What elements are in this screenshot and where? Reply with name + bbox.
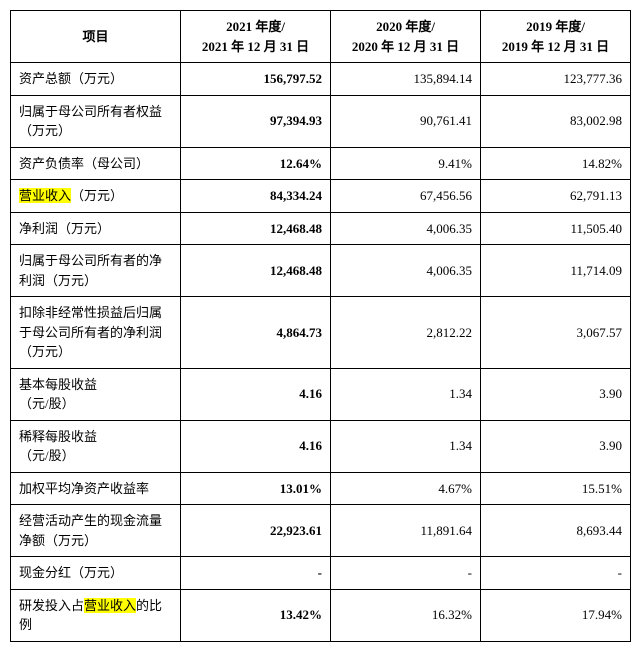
table-row: 净利润（万元） 12,468.484,006.3511,505.40	[11, 212, 631, 245]
row-label-pre: 经营活动产生的现金流量净额（万元）	[19, 513, 162, 548]
row-label-highlight: 营业收入	[19, 188, 71, 203]
cell-2020: 4,006.35	[331, 245, 481, 297]
cell-2019: 3,067.57	[481, 297, 631, 369]
row-label-pre: 现金分红（万元）	[19, 565, 123, 580]
row-label-pre: 资产总额（万元）	[19, 71, 123, 86]
table-row: 资产总额（万元） 156,797.52135,894.14123,777.36	[11, 63, 631, 96]
header-2020: 2020 年度/ 2020 年 12 月 31 日	[331, 11, 481, 63]
cell-2019: 3.90	[481, 420, 631, 472]
cell-2019: 8,693.44	[481, 505, 631, 557]
cell-2019: 11,714.09	[481, 245, 631, 297]
cell-2020: -	[331, 557, 481, 590]
cell-2019: 83,002.98	[481, 95, 631, 147]
cell-2021: -	[181, 557, 331, 590]
cell-2021: 13.01%	[181, 472, 331, 505]
cell-2019: 15.51%	[481, 472, 631, 505]
row-label-pre: 净利润（万元）	[19, 221, 110, 236]
cell-2020: 9.41%	[331, 147, 481, 180]
cell-2019: 3.90	[481, 368, 631, 420]
cell-2021: 12,468.48	[181, 212, 331, 245]
table-row: 营业收入（万元）84,334.2467,456.5662,791.13	[11, 180, 631, 213]
row-label: 资产负债率（母公司）	[11, 147, 181, 180]
cell-2021: 4.16	[181, 368, 331, 420]
row-label: 现金分红（万元）	[11, 557, 181, 590]
cell-2021: 12.64%	[181, 147, 331, 180]
cell-2021: 84,334.24	[181, 180, 331, 213]
cell-2019: 17.94%	[481, 589, 631, 641]
row-label: 净利润（万元）	[11, 212, 181, 245]
row-label-pre: 扣除非经常性损益后归属于母公司所有者的净利润（万元）	[19, 305, 162, 359]
row-label: 稀释每股收益 （元/股）	[11, 420, 181, 472]
header-2021: 2021 年度/ 2021 年 12 月 31 日	[181, 11, 331, 63]
row-label: 营业收入（万元）	[11, 180, 181, 213]
table-header-row: 项目 2021 年度/ 2021 年 12 月 31 日 2020 年度/ 20…	[11, 11, 631, 63]
cell-2021: 12,468.48	[181, 245, 331, 297]
cell-2020: 4,006.35	[331, 212, 481, 245]
row-label: 研发投入占营业收入的比例	[11, 589, 181, 641]
header-2019: 2019 年度/ 2019 年 12 月 31 日	[481, 11, 631, 63]
cell-2019: -	[481, 557, 631, 590]
cell-2020: 4.67%	[331, 472, 481, 505]
header-item: 项目	[11, 11, 181, 63]
table-row: 资产负债率（母公司） 12.64%9.41%14.82%	[11, 147, 631, 180]
cell-2020: 11,891.64	[331, 505, 481, 557]
row-label: 归属于母公司所有者权益（万元）	[11, 95, 181, 147]
row-label-pre: 归属于母公司所有者权益（万元）	[19, 104, 162, 139]
row-label-highlight: 营业收入	[84, 598, 136, 613]
financial-table: 项目 2021 年度/ 2021 年 12 月 31 日 2020 年度/ 20…	[10, 10, 631, 642]
table-row: 扣除非经常性损益后归属于母公司所有者的净利润（万元） 4,864.732,812.…	[11, 297, 631, 369]
cell-2021: 22,923.61	[181, 505, 331, 557]
cell-2019: 62,791.13	[481, 180, 631, 213]
table-row: 归属于母公司所有者的净利润（万元） 12,468.484,006.3511,714…	[11, 245, 631, 297]
table-row: 经营活动产生的现金流量净额（万元） 22,923.6111,891.648,693…	[11, 505, 631, 557]
row-label: 资产总额（万元）	[11, 63, 181, 96]
row-label-pre: 稀释每股收益 （元/股）	[19, 429, 97, 464]
table-row: 现金分红（万元）---	[11, 557, 631, 590]
row-label: 归属于母公司所有者的净利润（万元）	[11, 245, 181, 297]
row-label: 经营活动产生的现金流量净额（万元）	[11, 505, 181, 557]
row-label-pre: 加权平均净资产收益率	[19, 481, 149, 496]
row-label-pre: 资产负债率（母公司）	[19, 156, 149, 171]
cell-2020: 90,761.41	[331, 95, 481, 147]
cell-2020: 67,456.56	[331, 180, 481, 213]
cell-2021: 4,864.73	[181, 297, 331, 369]
cell-2021: 156,797.52	[181, 63, 331, 96]
row-label-pre: 基本每股收益 （元/股）	[19, 377, 97, 412]
table-row: 加权平均净资产收益率 13.01%4.67%15.51%	[11, 472, 631, 505]
table-row: 研发投入占营业收入的比例13.42%16.32%17.94%	[11, 589, 631, 641]
table-row: 基本每股收益 （元/股） 4.161.343.90	[11, 368, 631, 420]
cell-2021: 97,394.93	[181, 95, 331, 147]
cell-2019: 123,777.36	[481, 63, 631, 96]
row-label-pre: 归属于母公司所有者的净利润（万元）	[19, 253, 162, 288]
table-body: 资产总额（万元）156,797.52135,894.14123,777.36归属…	[11, 63, 631, 642]
cell-2020: 1.34	[331, 368, 481, 420]
cell-2020: 16.32%	[331, 589, 481, 641]
row-label-post: （万元）	[71, 188, 123, 203]
cell-2020: 2,812.22	[331, 297, 481, 369]
row-label: 基本每股收益 （元/股）	[11, 368, 181, 420]
cell-2020: 1.34	[331, 420, 481, 472]
table-row: 稀释每股收益 （元/股） 4.161.343.90	[11, 420, 631, 472]
row-label: 加权平均净资产收益率	[11, 472, 181, 505]
cell-2019: 11,505.40	[481, 212, 631, 245]
cell-2021: 4.16	[181, 420, 331, 472]
cell-2019: 14.82%	[481, 147, 631, 180]
row-label: 扣除非经常性损益后归属于母公司所有者的净利润（万元）	[11, 297, 181, 369]
cell-2020: 135,894.14	[331, 63, 481, 96]
cell-2021: 13.42%	[181, 589, 331, 641]
table-row: 归属于母公司所有者权益（万元） 97,394.9390,761.4183,002.…	[11, 95, 631, 147]
row-label-pre: 研发投入占	[19, 598, 84, 613]
